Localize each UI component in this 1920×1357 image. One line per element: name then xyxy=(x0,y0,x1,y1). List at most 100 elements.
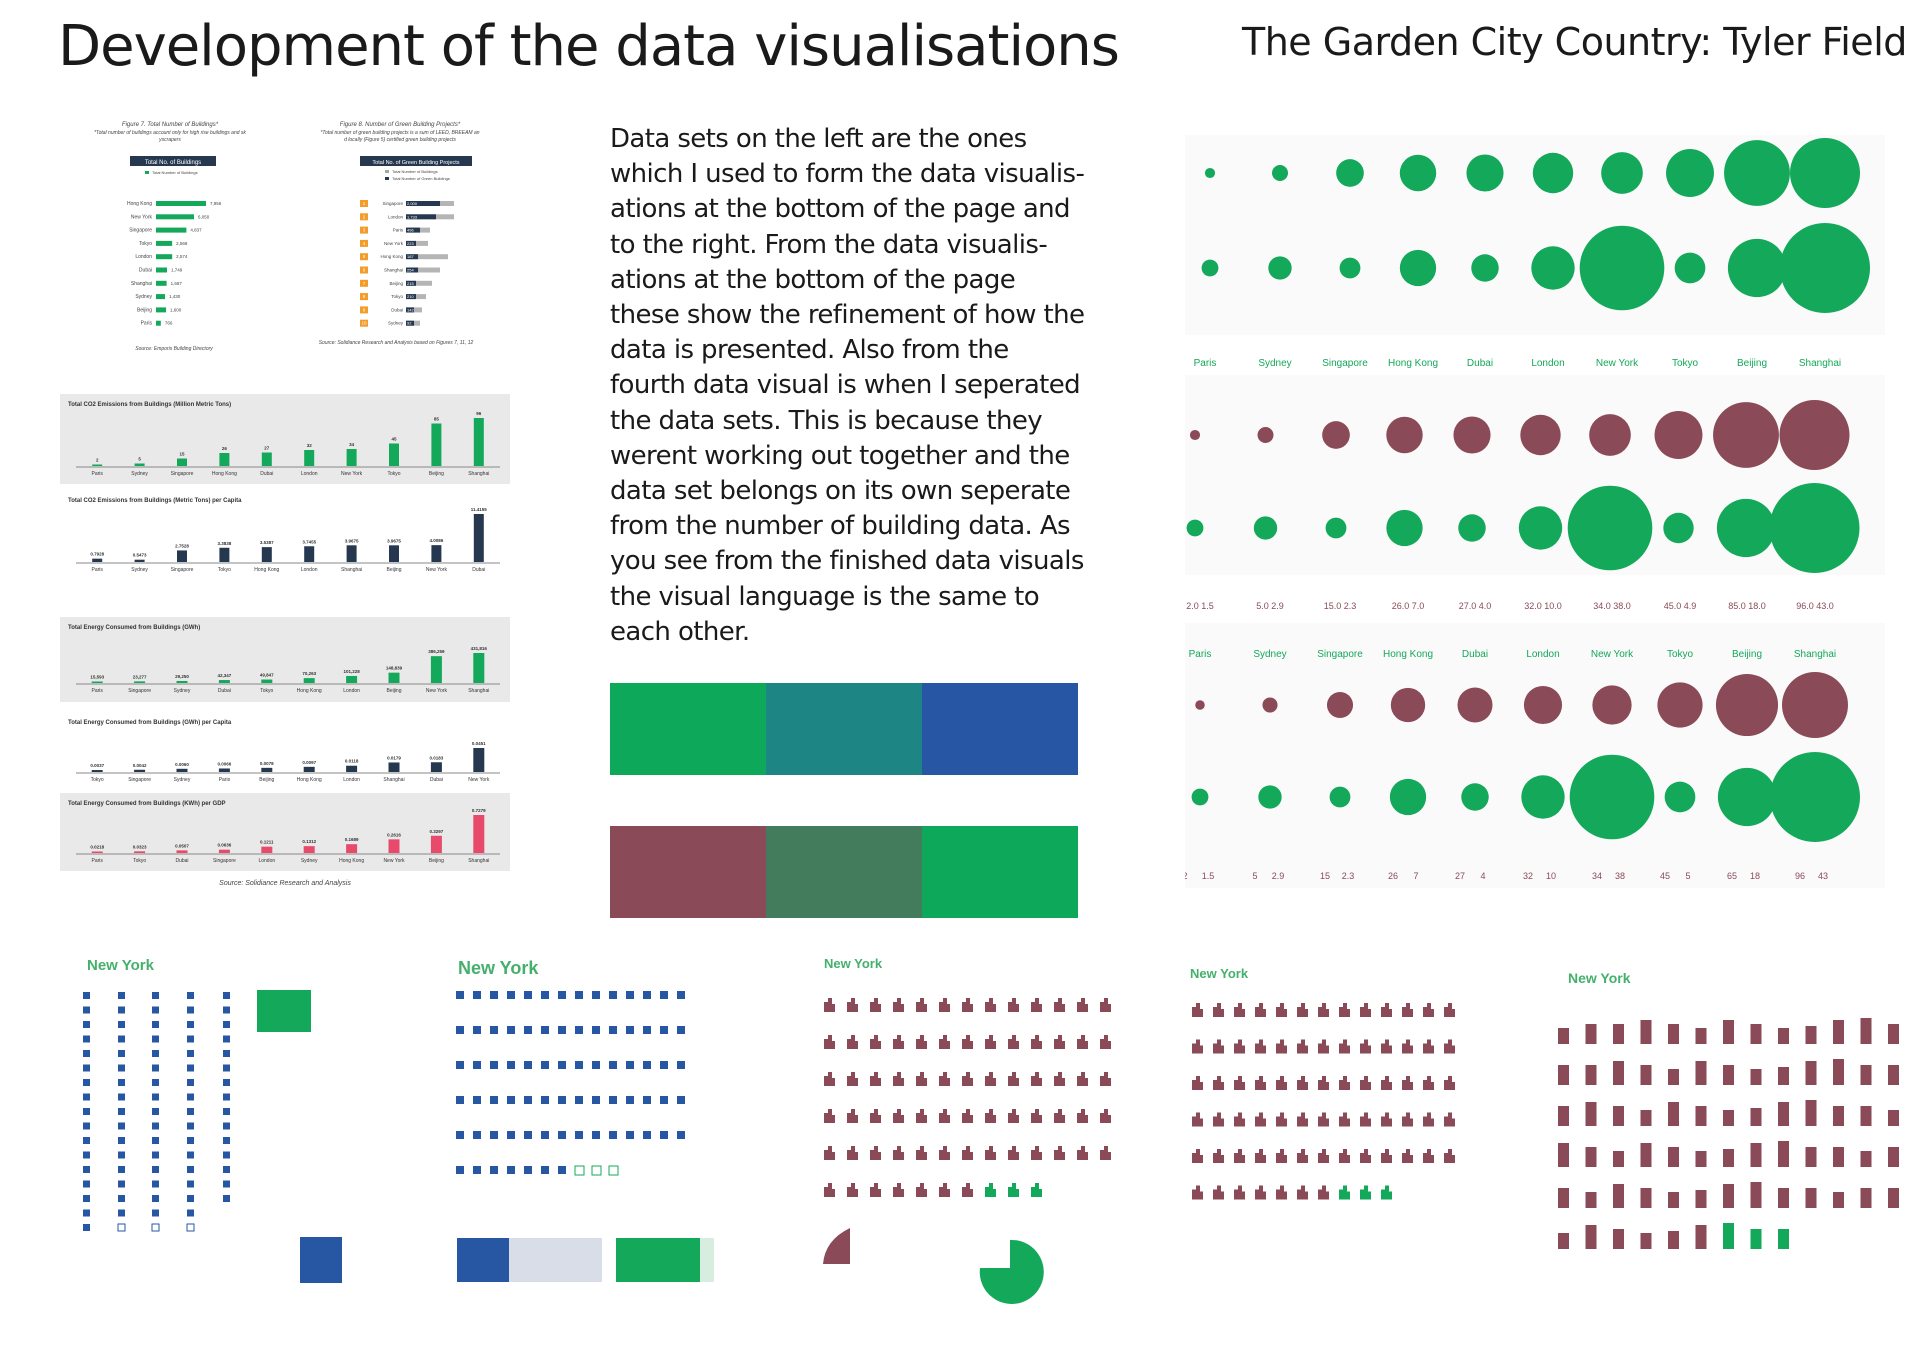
v1-square xyxy=(118,1209,125,1217)
data-label: 3.9675 xyxy=(387,538,401,543)
data-label: 0.1211 xyxy=(260,840,274,845)
v1-square xyxy=(118,1050,125,1057)
v1-square xyxy=(223,1180,230,1188)
v2-square xyxy=(490,1166,498,1174)
chart2-bubble xyxy=(1458,514,1486,542)
chart1-category-label: Paris xyxy=(1194,358,1217,369)
data-label: 15,593 xyxy=(90,675,104,680)
fig7-value-label: 1,430 xyxy=(169,294,181,299)
v3-building-icon xyxy=(1031,998,1042,1012)
v1-square xyxy=(187,1079,194,1086)
chart3-bubble xyxy=(1770,752,1860,842)
v4-building-icon xyxy=(1234,1112,1245,1127)
v3-building-icon xyxy=(1031,1035,1042,1049)
v2-square xyxy=(592,991,600,999)
energy-capita-panel: Total Energy Consumed from Buildings (GW… xyxy=(60,712,510,792)
data-bar xyxy=(430,762,442,772)
data-bar xyxy=(219,453,230,466)
v1-square xyxy=(152,992,159,999)
v5-bar xyxy=(1613,1061,1624,1085)
palette-row-2 xyxy=(610,826,1078,918)
data-label: 0.0066 xyxy=(218,761,232,766)
fig8-rank-badge xyxy=(360,306,368,314)
v4-building-icon xyxy=(1213,1185,1224,1200)
v4-building-icon xyxy=(1192,1039,1203,1054)
v1-square xyxy=(118,1108,125,1115)
v1-square xyxy=(83,1108,90,1115)
data-bar xyxy=(176,850,188,853)
v4-building-icon xyxy=(1444,1112,1455,1127)
chart3-category-label: Paris xyxy=(1189,649,1212,660)
v5-bar xyxy=(1558,1106,1569,1126)
v4-building-icon xyxy=(1297,1149,1308,1163)
v4-building-icon xyxy=(1360,1149,1371,1163)
chart1-category-label: London xyxy=(1531,358,1564,369)
v3-building-icon xyxy=(916,1183,927,1197)
v5-bar xyxy=(1695,1190,1707,1208)
bottom-visuals-svg: New York New York New York New York New York xyxy=(83,956,1899,1304)
v2-square xyxy=(609,1131,617,1139)
v5-bar xyxy=(1695,1106,1707,1126)
v5-bar xyxy=(1750,1182,1762,1208)
fig8-city-label: Dubai xyxy=(391,307,403,312)
data-bar xyxy=(91,851,103,853)
v5-bar xyxy=(1805,1026,1817,1044)
v3-building-icon xyxy=(1008,1146,1019,1160)
fig8-value-label: 142 xyxy=(407,307,414,312)
v1-square xyxy=(223,1079,230,1086)
fig7-city-label: Beijing xyxy=(137,307,152,313)
chart1-bubble xyxy=(1601,152,1643,194)
chart3-category-label: Singapore xyxy=(1317,649,1363,660)
chart3-bubble xyxy=(1664,781,1696,813)
fig7-bar xyxy=(156,320,161,326)
v1-square xyxy=(83,1079,90,1086)
v5-bar xyxy=(1613,1024,1624,1044)
chart2-value-label: 15.0 2.3 xyxy=(1324,601,1357,611)
v4-building-icon xyxy=(1276,1112,1287,1127)
v5-bar xyxy=(1695,1151,1707,1167)
chart3-bubble xyxy=(1523,685,1563,725)
v2-blue-bar xyxy=(457,1238,509,1282)
v2-square xyxy=(609,1096,617,1104)
chart1-bubble xyxy=(1204,167,1216,179)
figures-7-8-svg: Figure 7. Total Number of Buildings* *Tot… xyxy=(94,122,480,352)
v1-square xyxy=(118,1137,125,1144)
fig8-grey-bar xyxy=(406,254,448,260)
chart2-bubble xyxy=(1779,400,1850,470)
category-label: Dubai xyxy=(260,471,273,477)
v4-building-icon xyxy=(1276,1076,1287,1090)
v1-square xyxy=(83,1093,90,1101)
fig7-value-label: 7,956 xyxy=(210,201,222,206)
chart3-bubble xyxy=(1329,786,1351,808)
data-label: 0.0183 xyxy=(430,755,444,760)
chart3-bubble xyxy=(1782,672,1848,738)
v4-building-icon xyxy=(1255,1112,1266,1127)
data-label: 34 xyxy=(349,442,355,447)
v2-square xyxy=(677,1096,685,1104)
v2-square xyxy=(643,1096,651,1104)
v1-square xyxy=(83,1035,90,1043)
v1-square xyxy=(223,1093,230,1101)
fig7-bar xyxy=(156,214,195,220)
v3-building-icon xyxy=(1031,1109,1042,1123)
co2-total-panel: Total CO2 Emissions from Buildings (Mill… xyxy=(60,394,510,484)
data-label: 0.2616 xyxy=(387,832,401,837)
v3-building-icon xyxy=(939,1072,950,1086)
v4-building-icon xyxy=(1339,1112,1350,1127)
chart3-value-label: 27 xyxy=(1455,871,1465,881)
v2-square xyxy=(507,1061,515,1069)
v4-building-icon xyxy=(1213,1112,1224,1127)
v4-building-icon xyxy=(1423,1112,1434,1127)
data-bar xyxy=(134,769,146,772)
v4-building-icon xyxy=(1360,1039,1371,1054)
v4-building-icon xyxy=(1402,1076,1413,1090)
v1-square xyxy=(152,1122,159,1130)
category-label: New York xyxy=(383,858,405,864)
v4-building-icon xyxy=(1360,1003,1371,1017)
fig8-value-label: 187 xyxy=(407,254,414,259)
chart1-bubble xyxy=(1727,238,1787,298)
v5-bar xyxy=(1585,1147,1597,1167)
category-label: London xyxy=(301,471,318,477)
fig7-bar xyxy=(156,267,167,273)
v3-building-icon xyxy=(1077,1146,1088,1160)
